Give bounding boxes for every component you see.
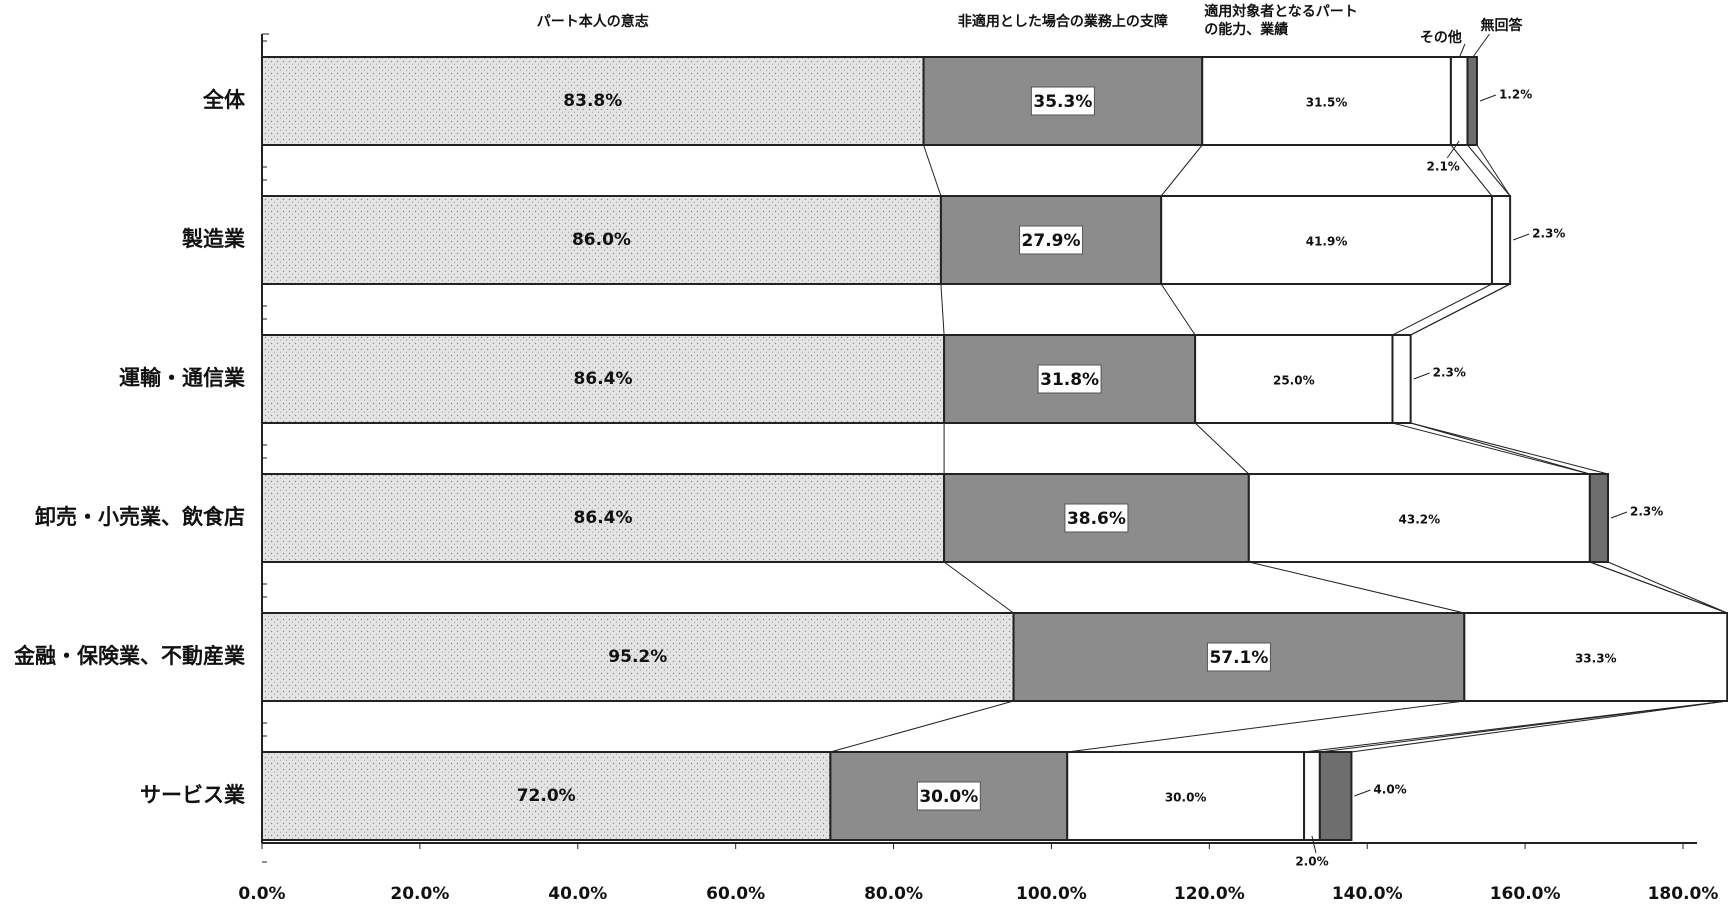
connector-line [830,700,1014,753]
bar-segment [1588,473,1610,563]
bar-segment [1247,473,1591,563]
legend-entry: パート本人の意志 [537,13,649,30]
connector-line [940,283,945,336]
bar-segment [1391,334,1412,424]
legend-entry: の能力、業績 [1204,21,1288,38]
connector-line [1160,283,1196,336]
data-label: 30.0% [919,787,978,807]
bar-segment [1463,612,1728,702]
bar-segment [1160,195,1493,285]
data-label: 2.3% [1433,366,1466,380]
x-tick-label: 140.0% [1332,884,1403,904]
connector-line [1319,700,1728,753]
x-tick-label: 80.0% [864,884,923,904]
connector-line [1410,422,1609,475]
data-label: 1.2% [1499,88,1532,102]
legend-entry: 無回答 [1480,17,1523,34]
data-label: 72.0% [517,786,576,806]
leader-line [1311,835,1317,854]
bar-segment [1466,56,1478,146]
connector-line [1607,561,1728,614]
data-label: 41.9% [1306,235,1348,249]
data-label: 31.8% [1040,370,1099,390]
bar-segment [1303,751,1321,841]
data-label-box [1206,642,1271,672]
legend-entry: 適用対象者となるパート [1204,3,1358,20]
data-label: 95.2% [608,647,667,667]
data-label: 4.0% [1373,783,1406,797]
bar-segment [261,751,832,841]
data-label: 83.8% [563,91,622,111]
connector-line [1410,422,1590,475]
connector-line [1410,283,1511,336]
connector-line [1351,700,1728,753]
data-label: 86.4% [574,508,633,528]
leader-line [1471,33,1490,59]
category-label: 全体 [202,88,246,112]
connector-line [1476,144,1511,197]
category-label: 製造業 [181,227,246,251]
leader-line [1446,140,1460,159]
connector-line [1067,700,1465,753]
leader-line [1413,372,1430,380]
connector-line [1392,283,1493,336]
data-label-box [916,781,981,811]
x-tick-label: 0.0% [238,884,285,904]
x-tick-label: 40.0% [548,884,607,904]
connector-line [1392,422,1590,475]
x-tick-label: 60.0% [706,884,765,904]
data-label-box [1030,86,1095,116]
legend-entry: その他 [1420,29,1462,46]
leader-line [1354,789,1371,797]
x-tick-label: 20.0% [390,884,449,904]
data-label-box [1037,364,1102,394]
bar-segment [1201,56,1452,146]
leader-line [1512,233,1530,241]
data-label: 27.9% [1022,231,1081,251]
data-label: 35.3% [1033,92,1092,112]
bar-segment [261,612,1015,702]
connector-line [1467,144,1511,197]
leader-line [1479,94,1497,102]
category-label: 金融・保険業、不動産業 [13,644,246,668]
data-label: 38.6% [1067,509,1126,529]
connector-line [1450,144,1493,197]
connector-line [923,144,942,197]
connector-line [1248,561,1465,614]
connector-line [1194,422,1250,475]
data-label: 86.4% [574,369,633,389]
category-label: 運輸・通信業 [119,366,246,390]
data-label: 31.5% [1306,96,1348,110]
connector-line [1589,561,1728,614]
data-label: 43.2% [1399,513,1441,527]
bar-segment [1194,334,1394,424]
leader-line [1610,511,1628,519]
data-label: 33.3% [1575,652,1617,666]
x-tick-label: 160.0% [1490,884,1561,904]
data-label: 2.0% [1295,855,1328,869]
data-label: 30.0% [1165,791,1207,805]
x-tick-label: 120.0% [1174,884,1245,904]
data-label: 86.0% [572,230,631,250]
connector-line [1160,144,1203,197]
data-label: 2.3% [1532,227,1565,241]
bar-segment [1318,751,1353,841]
category-label: 卸売・小売業、飲食店 [35,505,245,529]
data-label: 25.0% [1273,374,1315,388]
leader-line [1458,43,1466,59]
x-tick-label: 180.0% [1648,884,1719,904]
data-label-box [1019,225,1084,255]
data-label: 57.1% [1209,648,1268,668]
bar-segment [1449,56,1469,146]
data-label: 2.1% [1427,160,1460,174]
x-tick-label: 100.0% [1016,884,1087,904]
data-label: 2.3% [1630,505,1663,519]
connector-line [943,561,1014,614]
legend-entry: 非適用とした場合の業務上の支障 [958,13,1168,30]
data-label-box [1064,503,1129,533]
bar-segment [1490,195,1512,285]
category-label: サービス業 [140,783,246,807]
